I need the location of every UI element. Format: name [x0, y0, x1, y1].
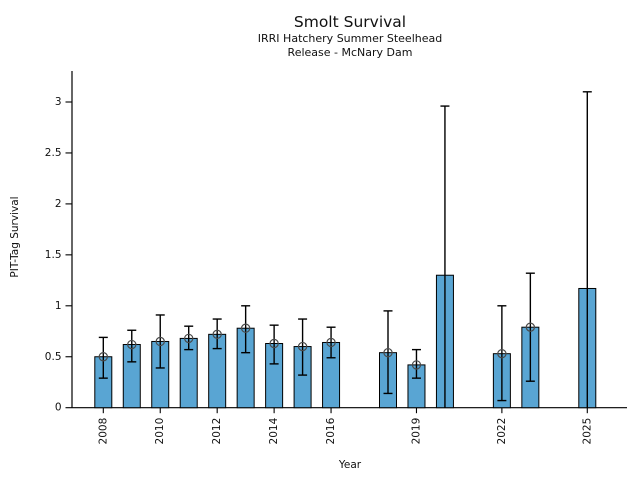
chart-subtitle-line2: Release - McNary Dam	[287, 46, 413, 59]
point-marker-2016	[326, 337, 336, 348]
x-tick-label: 2012	[211, 418, 223, 445]
x-tick-label: 2019	[410, 418, 422, 445]
y-tick-label: 2.5	[45, 147, 62, 159]
x-tick-label: 2010	[154, 418, 166, 445]
y-tick-label: 2	[55, 198, 62, 210]
point-marker-2013	[240, 323, 251, 333]
point-marker-2018	[383, 347, 393, 358]
x-axis-label: Year	[338, 459, 362, 471]
x-tick-label: 2014	[268, 417, 280, 444]
point-marker-2022	[497, 348, 507, 359]
point-marker-2010	[155, 336, 165, 347]
x-tick-label: 2025	[581, 418, 593, 445]
point-marker-2015	[297, 341, 308, 352]
point-marker-2023	[525, 322, 536, 332]
point-marker-2012	[212, 329, 222, 340]
x-tick-label: 2022	[496, 418, 508, 445]
x-tick-label: 2016	[325, 417, 337, 444]
point-marker-2019	[411, 360, 422, 370]
y-tick-label: 1.5	[45, 249, 62, 261]
y-tick-label: 0.5	[45, 351, 62, 363]
point-marker-2014	[269, 338, 279, 349]
y-tick-label: 0	[55, 402, 62, 414]
y-tick-label: 3	[55, 96, 62, 108]
point-marker-2011	[184, 333, 194, 344]
chart-header: Smolt Survival IRRI Hatchery Summer Stee…	[72, 13, 628, 60]
y-tick-label: 1	[55, 300, 62, 312]
point-marker-2009	[127, 339, 137, 350]
point-marker-2008	[98, 352, 109, 362]
x-tick-label: 2008	[97, 418, 109, 445]
chart-subtitle-line1: IRRI Hatchery Summer Steelhead	[257, 32, 443, 45]
chart-title: Smolt Survival	[293, 13, 407, 31]
